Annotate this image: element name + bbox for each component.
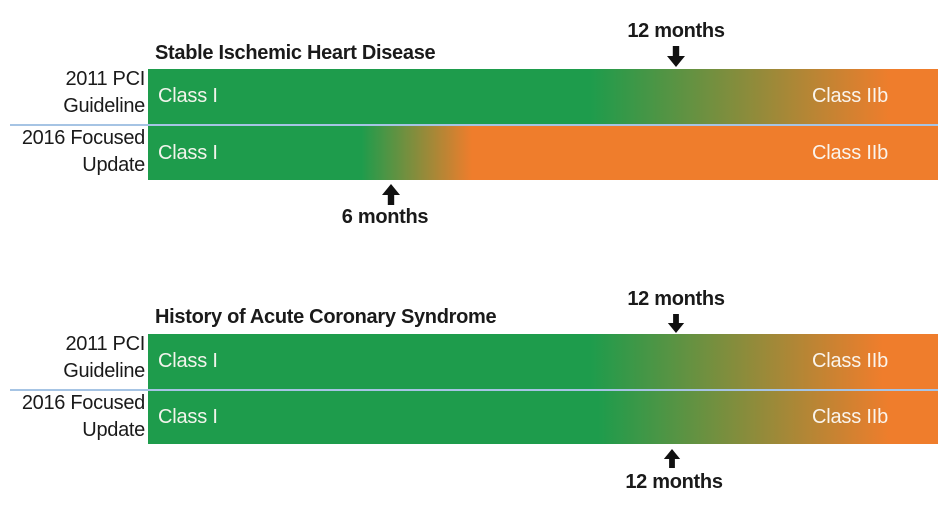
row-label-2011-pci-guideline: 2011 PCI Guideline	[63, 333, 145, 382]
bar-acs-2011: Class I Class IIb	[148, 334, 938, 389]
row-label-2011-pci-guideline: 2011 PCI Guideline	[63, 68, 145, 117]
bar-segment-label-class-iib: Class IIb	[811, 406, 888, 428]
arrow-down-icon	[666, 314, 686, 333]
annotation-12-months-bottom-acs: 12 months	[625, 471, 723, 493]
bar-segment-label-class-i: Class I	[158, 406, 218, 428]
bar-segment-label-class-i: Class I	[158, 85, 218, 107]
section-title-sihd: Stable Ischemic Heart Disease	[155, 42, 436, 64]
bar-segment-label-class-iib: Class IIb	[811, 141, 888, 164]
bar-segment-label-class-iib: Class IIb	[811, 85, 888, 107]
annotation-12-months-top-acs: 12 months	[627, 288, 725, 310]
bar-sihd-2016: Class I Class IIb	[148, 126, 938, 180]
divider-line	[10, 389, 938, 391]
row-label-2016-focused-update: 2016 Focused Update	[21, 392, 145, 441]
bar-acs-2016: Class I Class IIb	[148, 391, 938, 444]
annotation-12-months-top-sihd: 12 months	[627, 20, 725, 42]
arrow-up-icon	[662, 449, 682, 468]
section-title-acs: History of Acute Coronary Syndrome	[155, 306, 497, 328]
arrow-up-icon	[381, 184, 401, 205]
arrow-down-icon	[666, 46, 686, 67]
bar-sihd-2011: Class I Class IIb	[148, 69, 938, 124]
bar-segment-label-class-i: Class I	[158, 141, 218, 164]
divider-line	[10, 124, 938, 126]
bar-segment-label-class-iib: Class IIb	[811, 350, 888, 372]
bar-segment-label-class-i: Class I	[158, 350, 218, 372]
annotation-6-months-sihd: 6 months	[341, 206, 429, 228]
row-label-2016-focused-update: 2016 Focused Update	[21, 127, 145, 176]
